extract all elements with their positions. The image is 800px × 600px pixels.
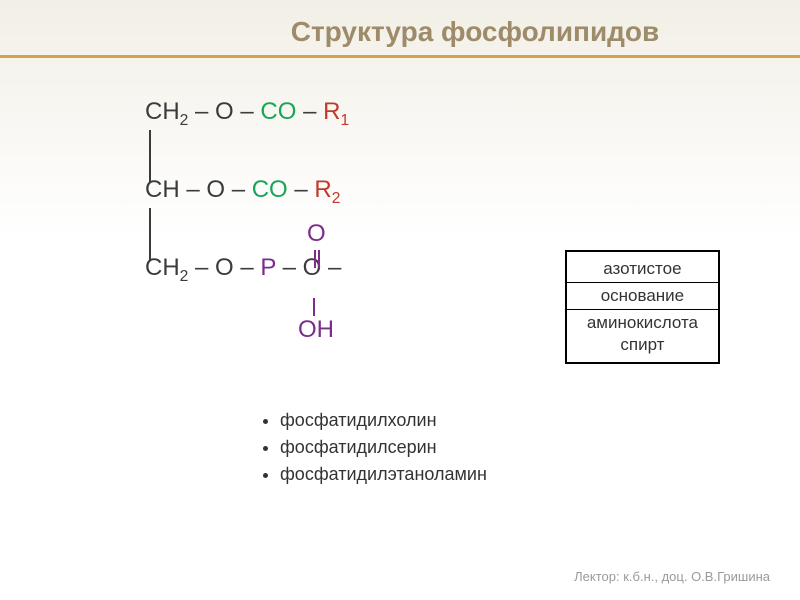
box-sep [567,282,718,283]
r2: R2 [314,176,340,203]
list-item: фосфатидилхолин [280,410,487,431]
slide-title: Структура фосфолипидов [0,16,800,48]
ch: CH [145,176,180,203]
box-line-4: спирт [587,334,698,356]
dash: – [288,176,315,203]
accent-line [0,55,800,58]
co-group: CO [260,98,296,125]
phosphorus: P [260,254,276,281]
dash-o: – O – [188,98,260,125]
list-item: фосфатидилэтаноламин [280,464,487,485]
double-bond [314,250,319,268]
headgroup-box: азотистое основание аминокислота спирт [565,250,720,364]
formula-row-1: CH2 – O – CO – R1 [145,100,349,138]
dash-o: – O – [180,176,252,203]
bond-bar [149,130,151,182]
dash-o-end: – O – [276,254,341,281]
list-item: фосфатидилсерин [280,437,487,458]
bond-bar [149,208,151,260]
ch2: CH2 [145,98,188,125]
formula-row-2: CH – O – CO – R2 [145,178,349,216]
dash-o: – O – [188,254,260,281]
examples-list: фосфатидилхолин фосфатидилсерин фосфатид… [260,410,487,491]
ch2-b: CH2 [145,254,188,281]
lecturer-credit: Лектор: к.б.н., доц. О.В.Гришина [574,569,770,584]
r1: R1 [323,98,349,125]
phosphate-oh: OH [298,316,334,344]
slide: Структура фосфолипидов CH2 – O – CO – R1… [0,0,800,600]
co-group: CO [252,176,288,203]
single-bond [313,298,315,316]
dash: – [296,98,323,125]
box-line-1: азотистое [587,258,698,280]
box-sep [567,309,718,310]
box-line-2: основание [587,285,698,307]
phosphate-double-o: O [307,220,326,248]
box-line-3: аминокислота [587,312,698,334]
